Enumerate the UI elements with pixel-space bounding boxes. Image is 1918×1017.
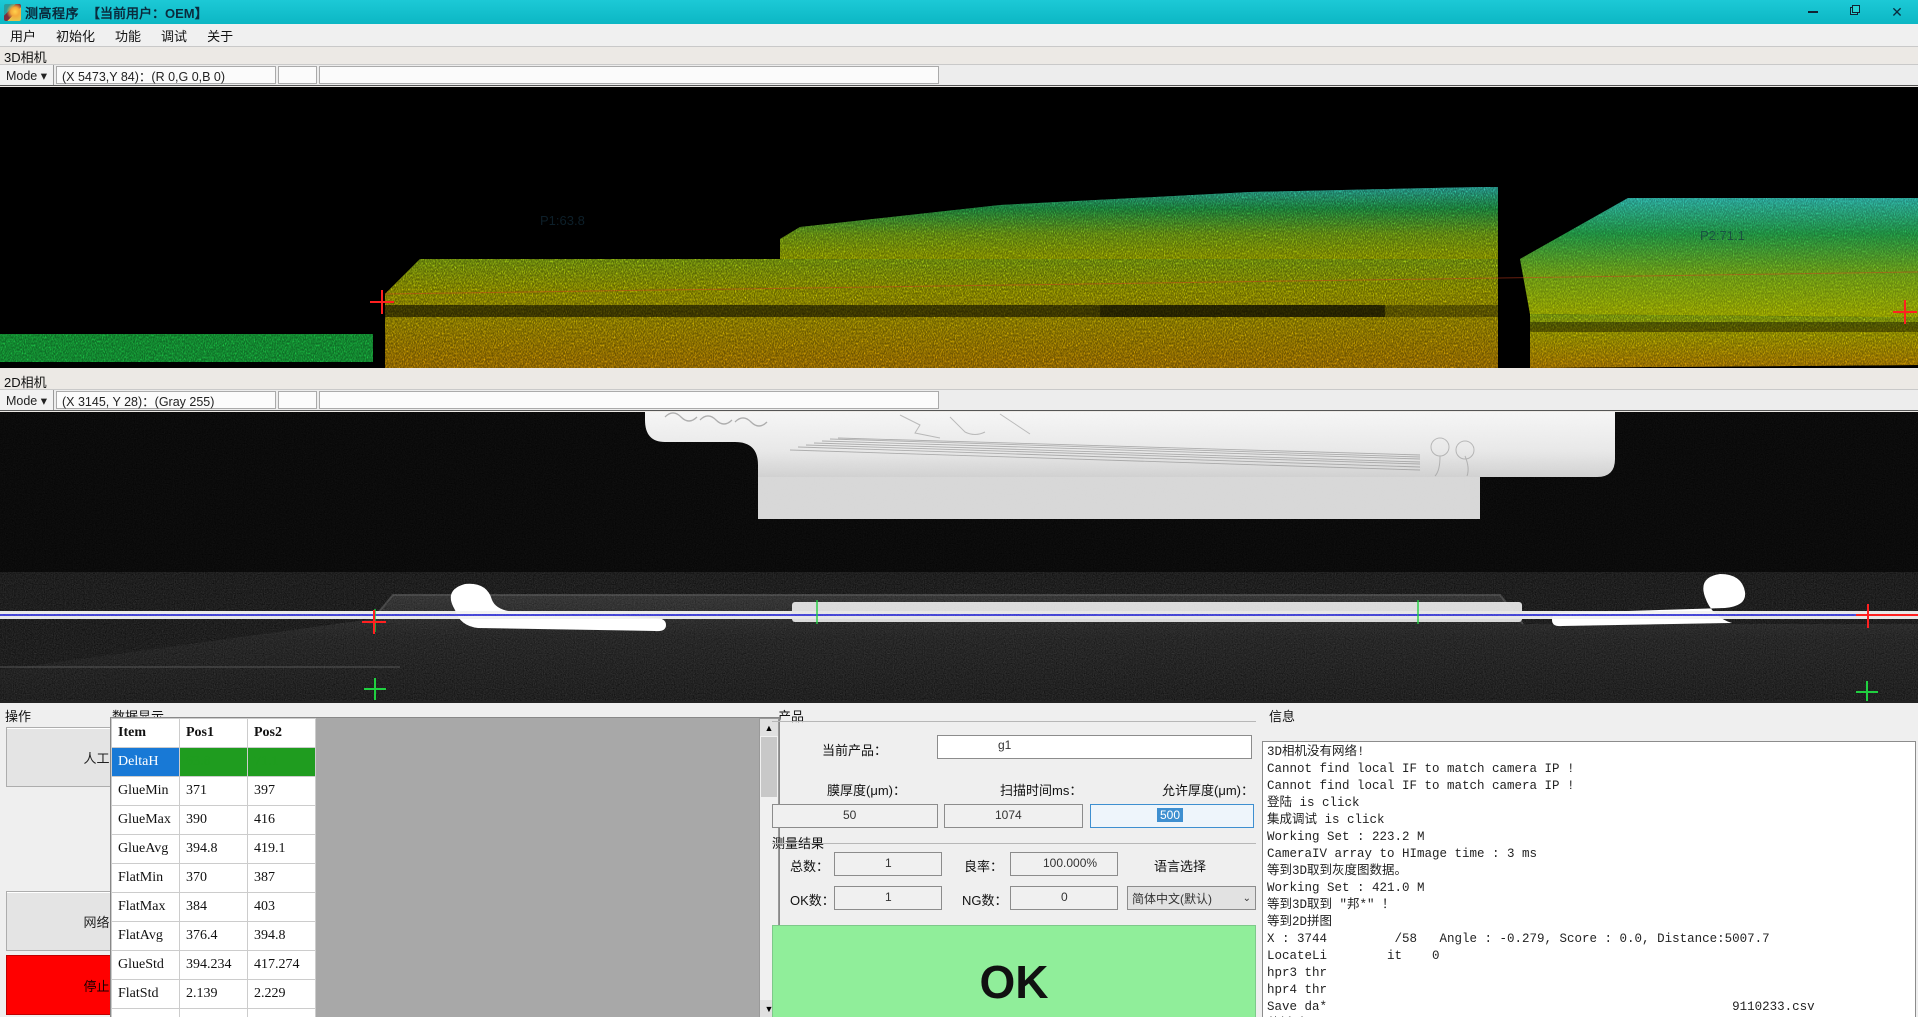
svg-text:P2:71.1: P2:71.1 — [1700, 228, 1745, 243]
svg-text:P1:63.8: P1:63.8 — [540, 213, 585, 228]
